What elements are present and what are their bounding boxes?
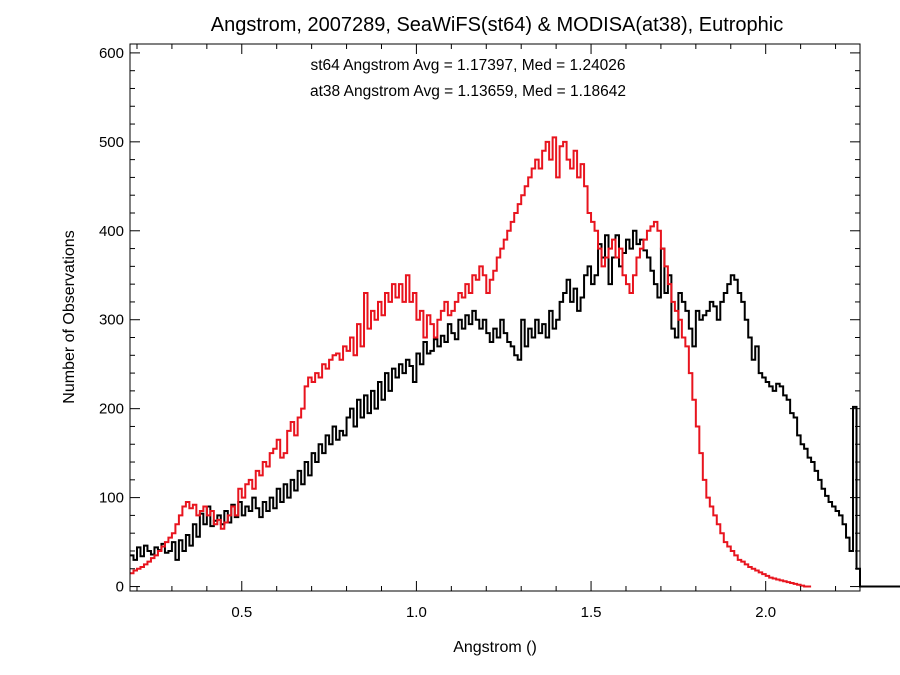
- x-tick-label: 1.0: [406, 604, 427, 621]
- series-line-1: [130, 136, 812, 588]
- x-axis-label: Angstrom (): [453, 639, 537, 656]
- x-tick-label: 2.0: [755, 604, 776, 621]
- x-tick-label: 1.5: [581, 604, 602, 621]
- y-tick-label: 300: [99, 312, 124, 329]
- y-axis-label: Number of Observations: [61, 230, 78, 403]
- y-tick-label: 200: [99, 401, 124, 418]
- y-tick-label: 100: [99, 490, 124, 507]
- y-tick-label: 0: [116, 579, 124, 596]
- y-tick-label: 400: [99, 223, 124, 240]
- x-tick-label: 0.5: [231, 604, 252, 621]
- series-line-0: [130, 229, 900, 588]
- chart-title: Angstrom, 2007289, SeaWiFS(st64) & MODIS…: [211, 14, 783, 36]
- annotation-st64-stats: st64 Angstrom Avg = 1.17397, Med = 1.240…: [310, 57, 625, 74]
- axes-layer: 0.5 1.0 1.5 2.0 0 100 200 300 400 500 600: [99, 43, 861, 621]
- y-tick-label: 500: [99, 134, 124, 151]
- series-layer: [130, 136, 900, 588]
- plot-frame: [129, 43, 861, 592]
- annotation-at38-stats: at38 Angstrom Avg = 1.13659, Med = 1.186…: [310, 83, 626, 100]
- y-tick-label: 600: [99, 45, 124, 62]
